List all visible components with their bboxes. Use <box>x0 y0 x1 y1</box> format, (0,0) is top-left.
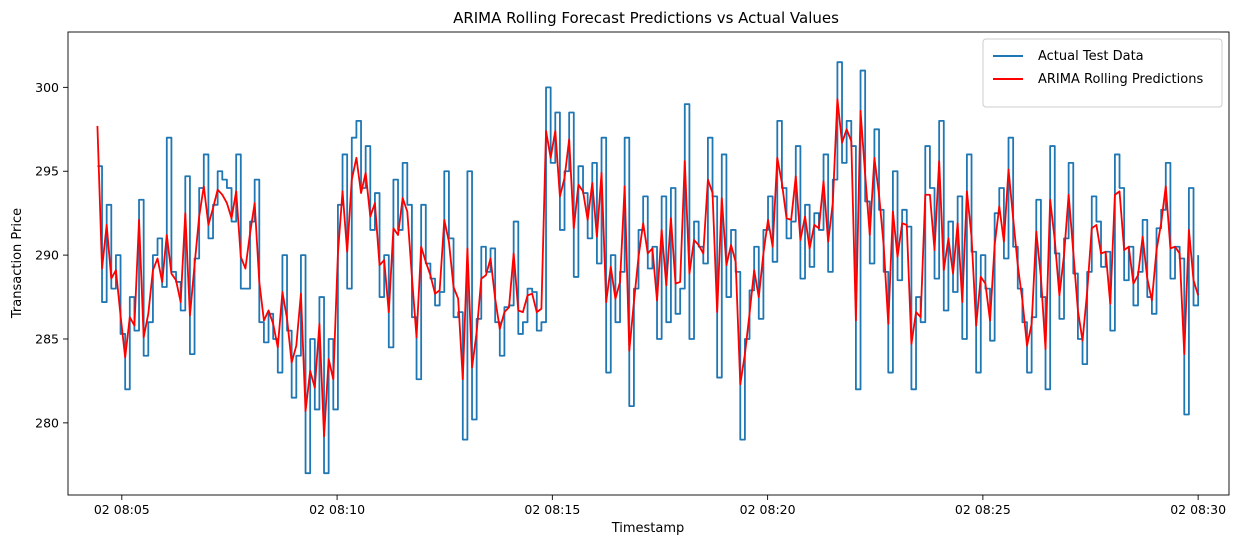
legend: Actual Test Data ARIMA Rolling Predictio… <box>982 38 1223 108</box>
legend-label-arima: ARIMA Rolling Predictions <box>1038 72 1203 87</box>
x-tick-label: 02 08:15 <box>524 502 580 517</box>
series-line-actual <box>97 61 1200 475</box>
y-axis: 280 285 290 295 300 <box>35 80 68 430</box>
series-layer <box>96 61 1200 475</box>
x-axis: 02 08:05 02 08:10 02 08:15 02 08:20 02 08:25… <box>94 495 1226 517</box>
x-tick-label: 02 08:10 <box>309 502 365 517</box>
y-tick-label: 290 <box>35 248 59 263</box>
legend-label-actual: Actual Test Data <box>1038 49 1144 64</box>
x-tick-label: 02 08:25 <box>955 502 1011 517</box>
y-tick-label: 280 <box>35 415 59 430</box>
y-tick-label: 285 <box>35 331 59 346</box>
y-tick-label: 295 <box>35 164 59 179</box>
series-line-arima <box>96 98 1200 438</box>
y-tick-label: 300 <box>35 80 59 95</box>
plot-area <box>67 31 1230 496</box>
plot-frame <box>67 31 1230 496</box>
x-axis-label: Timestamp <box>611 521 685 536</box>
x-tick-label: 02 08:20 <box>740 502 796 517</box>
x-tick-label: 02 08:05 <box>94 502 150 517</box>
chart-title: ARIMA Rolling Forecast Predictions vs Ac… <box>453 9 839 27</box>
legend-box <box>982 38 1223 108</box>
y-axis-label: Transaction Price <box>10 208 25 319</box>
x-tick-label: 02 08:30 <box>1170 502 1226 517</box>
